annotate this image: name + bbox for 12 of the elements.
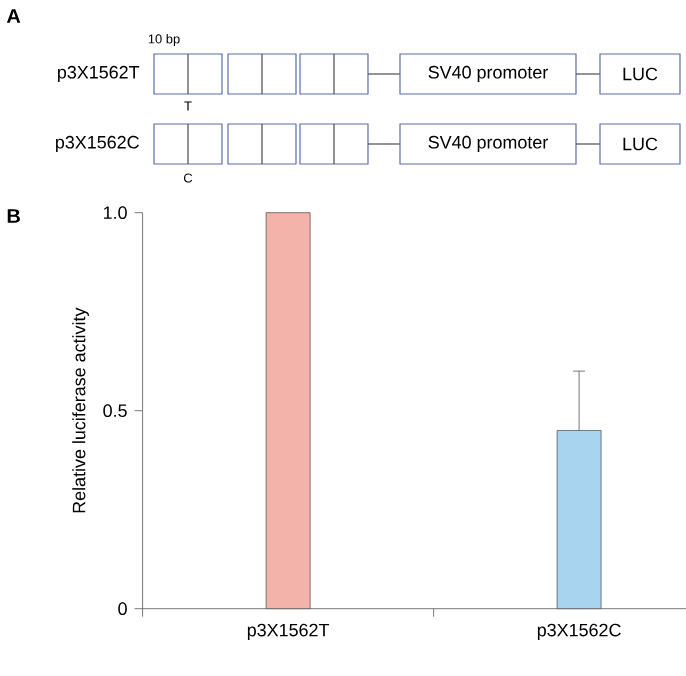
text: LUC bbox=[623, 67, 658, 81]
y-tick-label: 0.5 bbox=[103, 404, 127, 418]
text: SV40 promoter bbox=[428, 65, 548, 83]
text: p3X1562C bbox=[56, 135, 139, 153]
text: p3X1562T bbox=[58, 65, 140, 83]
y-tick-label: 1.0 bbox=[104, 206, 127, 220]
text: LUC bbox=[623, 137, 658, 151]
text: SV40 promoter bbox=[428, 135, 548, 153]
text: B bbox=[7, 209, 20, 223]
y-axis-title: Relative luciferase activity bbox=[72, 307, 89, 513]
text: A bbox=[6, 9, 21, 23]
y-tick-label: 0 bbox=[118, 602, 127, 616]
